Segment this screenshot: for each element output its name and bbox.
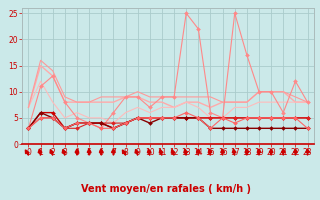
Text: Vent moyen/en rafales ( km/h ): Vent moyen/en rafales ( km/h ): [81, 184, 252, 194]
